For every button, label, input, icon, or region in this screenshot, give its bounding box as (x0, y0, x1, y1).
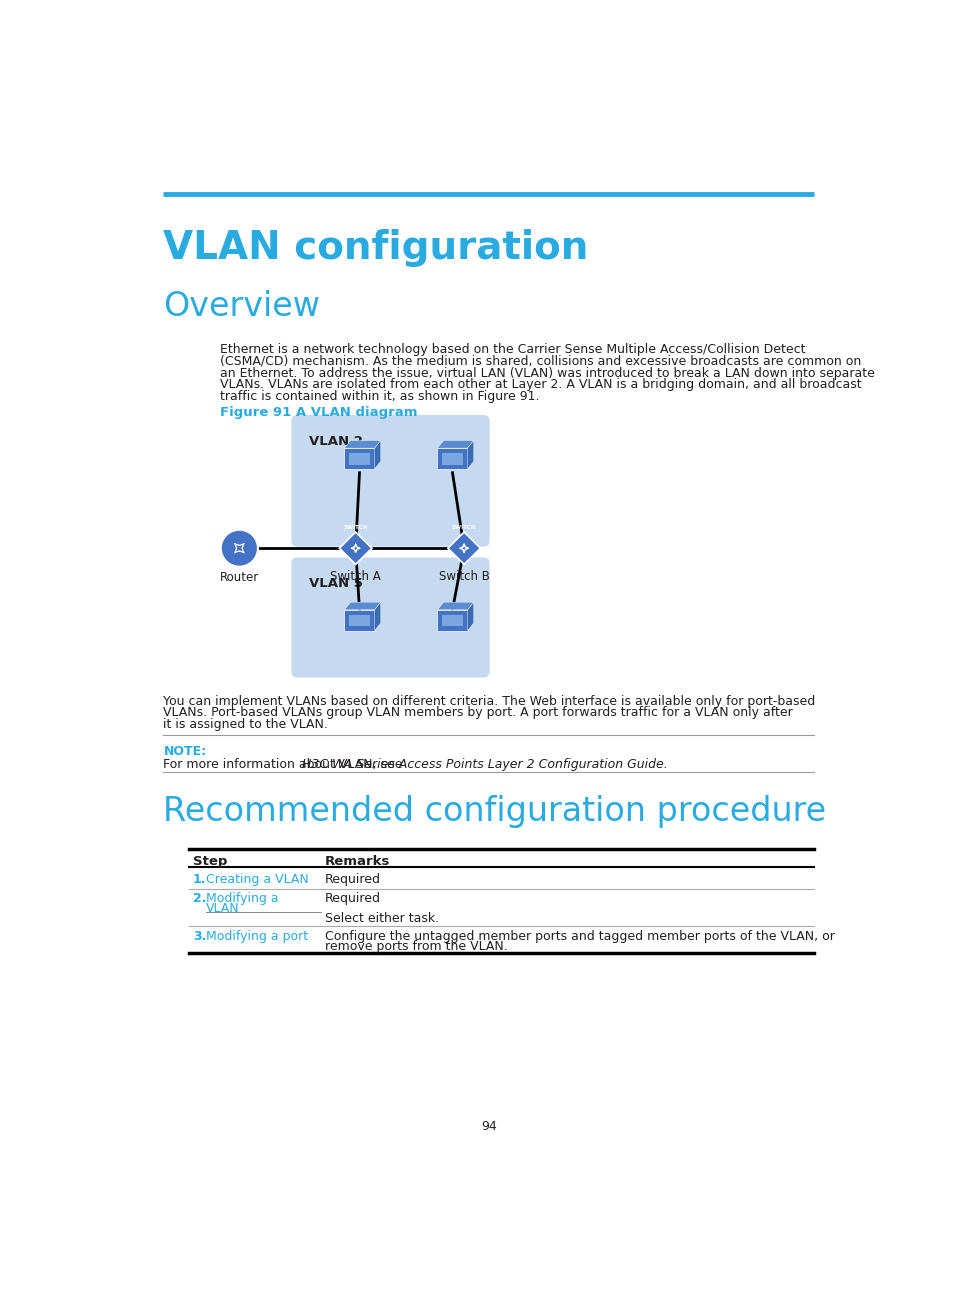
Text: Ethernet is a network technology based on the Carrier Sense Multiple Access/Coll: Ethernet is a network technology based o… (220, 342, 804, 355)
Polygon shape (375, 603, 380, 631)
Text: Remarks: Remarks (324, 854, 390, 868)
Text: VLAN 5: VLAN 5 (309, 578, 363, 591)
Polygon shape (344, 441, 380, 448)
Text: Overview: Overview (163, 290, 320, 323)
Text: Required: Required (324, 893, 380, 906)
Polygon shape (436, 603, 474, 610)
Text: Modifying a: Modifying a (206, 893, 278, 906)
Text: ROUTER: ROUTER (227, 568, 252, 573)
FancyBboxPatch shape (344, 610, 375, 631)
Polygon shape (467, 603, 474, 631)
Text: 94: 94 (480, 1120, 497, 1133)
Text: For more information about VLAN, see: For more information about VLAN, see (163, 758, 407, 771)
Text: VLANs. VLANs are isolated from each other at Layer 2. A VLAN is a bridging domai: VLANs. VLANs are isolated from each othe… (220, 378, 861, 391)
FancyBboxPatch shape (344, 448, 375, 469)
Text: Switch B: Switch B (438, 570, 489, 583)
FancyBboxPatch shape (436, 610, 467, 631)
FancyBboxPatch shape (291, 557, 489, 678)
Polygon shape (375, 441, 380, 469)
Text: remove ports from the VLAN.: remove ports from the VLAN. (324, 940, 507, 953)
Text: Modifying a port: Modifying a port (206, 931, 308, 943)
Text: SWITCH: SWITCH (343, 525, 368, 530)
Text: Step: Step (193, 854, 227, 868)
Polygon shape (436, 441, 474, 448)
Text: H3C WA Series Access Points Layer 2 Configuration Guide.: H3C WA Series Access Points Layer 2 Conf… (302, 758, 667, 771)
Text: Select either task.: Select either task. (324, 912, 438, 925)
Text: Creating a VLAN: Creating a VLAN (206, 874, 309, 886)
Polygon shape (447, 533, 480, 564)
FancyBboxPatch shape (348, 616, 370, 626)
Text: VLANs. Port-based VLANs group VLAN members by port. A port forwards traffic for : VLANs. Port-based VLANs group VLAN membe… (163, 706, 792, 719)
Polygon shape (467, 441, 474, 469)
Text: SWITCH: SWITCH (452, 525, 476, 530)
Circle shape (220, 530, 257, 566)
Polygon shape (344, 603, 380, 610)
FancyBboxPatch shape (291, 415, 489, 547)
Text: an Ethernet. To address the issue, virtual LAN (VLAN) was introduced to break a : an Ethernet. To address the issue, virtu… (220, 367, 874, 380)
Text: Router: Router (219, 572, 258, 584)
Text: traffic is contained within it, as shown in Figure 91.: traffic is contained within it, as shown… (220, 390, 539, 403)
Text: 2.: 2. (193, 893, 206, 906)
Text: Recommended configuration procedure: Recommended configuration procedure (163, 794, 825, 828)
FancyBboxPatch shape (441, 616, 463, 626)
Text: VLAN 2: VLAN 2 (309, 435, 363, 448)
Polygon shape (339, 533, 372, 564)
Text: 1.: 1. (193, 874, 206, 886)
Text: NOTE:: NOTE: (163, 745, 207, 758)
Text: Required: Required (324, 874, 380, 886)
FancyBboxPatch shape (436, 448, 467, 469)
FancyBboxPatch shape (348, 454, 370, 465)
Text: VLAN configuration: VLAN configuration (163, 228, 588, 267)
FancyBboxPatch shape (441, 454, 463, 465)
Text: You can implement VLANs based on different criteria. The Web interface is availa: You can implement VLANs based on differe… (163, 695, 815, 708)
Text: it is assigned to the VLAN.: it is assigned to the VLAN. (163, 718, 328, 731)
Text: 3.: 3. (193, 931, 206, 943)
Text: Switch A: Switch A (330, 570, 380, 583)
Text: (CSMA/CD) mechanism. As the medium is shared, collisions and excessive broadcast: (CSMA/CD) mechanism. As the medium is sh… (220, 355, 861, 368)
Text: Configure the untagged member ports and tagged member ports of the VLAN, or: Configure the untagged member ports and … (324, 931, 834, 943)
Text: Figure 91 A VLAN diagram: Figure 91 A VLAN diagram (220, 406, 417, 419)
Text: VLAN: VLAN (206, 902, 239, 915)
